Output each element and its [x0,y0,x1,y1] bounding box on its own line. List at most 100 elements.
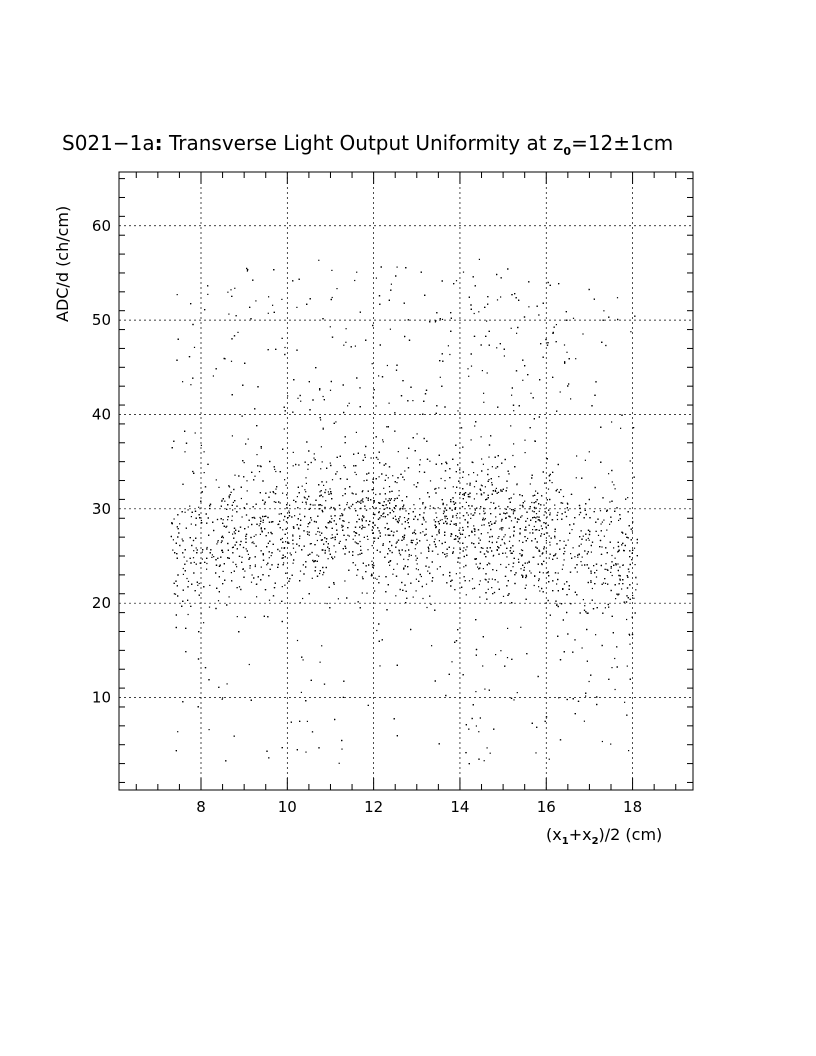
data-point [362,578,364,580]
data-point [513,699,515,701]
data-point [389,328,391,330]
data-point [513,443,515,445]
data-point [379,532,381,534]
data-point [275,501,277,503]
data-point [574,567,576,569]
data-point [326,467,328,469]
data-point [455,514,457,517]
data-point [292,465,294,467]
data-point [377,458,379,460]
data-point [563,583,566,585]
data-point [407,522,409,524]
data-point [206,546,208,549]
data-point [531,722,533,724]
data-point [271,552,273,554]
data-point [558,491,560,493]
data-point [625,498,627,500]
data-point [339,455,341,457]
data-point [479,539,481,541]
data-point [503,536,505,538]
data-point [179,544,181,547]
data-point [292,411,294,413]
data-point [566,581,568,583]
data-point [375,456,378,459]
data-point [470,365,473,367]
data-point [387,584,389,586]
data-point [538,314,540,316]
data-point [208,729,210,731]
data-point [553,555,555,557]
data-point [314,504,316,506]
data-point [539,590,541,592]
data-point [627,511,629,513]
data-point [466,483,468,485]
data-point [481,470,483,472]
data-point [391,490,393,492]
data-point [569,532,571,534]
data-point [444,480,446,482]
data-point [292,534,294,536]
data-point [544,482,546,484]
data-point [519,504,521,506]
data-point [354,526,357,528]
data-point [474,285,476,287]
data-point [308,593,310,595]
data-point [551,519,553,521]
data-point [256,596,258,598]
data-point [465,594,467,596]
data-point [438,454,440,456]
data-point [365,339,367,341]
data-point [602,582,605,584]
data-point [610,589,612,592]
data-point [198,594,200,596]
data-point [321,539,323,541]
data-point [603,535,605,537]
data-point [402,536,404,538]
data-point [526,517,529,520]
data-point [450,501,452,503]
data-point [401,523,403,525]
data-point [543,533,545,535]
data-point [172,549,174,551]
data-point [213,529,215,532]
data-point [538,586,540,588]
data-point [412,511,414,513]
data-point [399,509,401,511]
data-point [451,509,453,511]
data-point [333,422,335,424]
data-point [356,574,358,576]
data-point [468,535,470,537]
data-point [317,531,319,533]
data-point [226,525,228,527]
data-point [367,549,369,551]
data-point [456,512,458,515]
data-point [395,546,397,548]
data-point [463,547,465,549]
data-point [479,717,481,719]
data-point [462,529,464,531]
data-point [631,552,633,554]
data-point [242,460,244,462]
data-point [273,587,276,589]
data-point [535,513,538,515]
data-point [439,360,441,362]
data-point [395,575,398,577]
data-point [371,363,373,365]
data-point [279,471,281,473]
data-point [611,561,613,563]
data-point [630,528,632,530]
data-point [283,406,285,408]
data-point [450,585,452,587]
data-point [613,547,615,549]
data-point [601,644,603,647]
data-point [532,517,534,519]
data-point [585,692,587,694]
data-point [562,564,564,566]
data-point [308,534,310,536]
data-point [488,444,491,446]
data-point [588,680,590,683]
data-point [242,384,244,386]
data-point [549,512,551,514]
data-point [195,563,197,565]
data-point [590,551,592,553]
